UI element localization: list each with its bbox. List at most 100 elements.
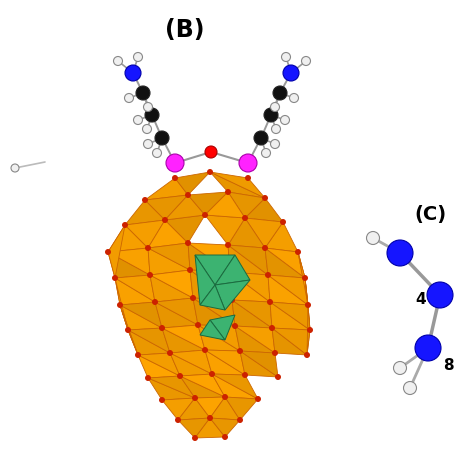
Polygon shape: [268, 275, 308, 305]
Polygon shape: [180, 374, 225, 397]
Circle shape: [415, 335, 441, 361]
Circle shape: [272, 350, 278, 356]
Text: 4: 4: [415, 292, 426, 308]
Circle shape: [403, 382, 417, 394]
Polygon shape: [307, 305, 310, 355]
Circle shape: [271, 102, 280, 111]
Polygon shape: [170, 353, 212, 376]
Circle shape: [162, 217, 168, 223]
Polygon shape: [188, 243, 230, 272]
Circle shape: [105, 249, 111, 255]
Polygon shape: [195, 255, 235, 285]
Polygon shape: [272, 328, 310, 355]
Polygon shape: [228, 218, 265, 248]
Polygon shape: [193, 298, 235, 326]
Circle shape: [144, 102, 153, 111]
Polygon shape: [230, 272, 270, 302]
Circle shape: [125, 65, 141, 81]
Polygon shape: [125, 220, 165, 248]
Circle shape: [262, 195, 268, 201]
Polygon shape: [180, 376, 225, 398]
Circle shape: [185, 192, 191, 198]
Circle shape: [117, 302, 123, 308]
Circle shape: [225, 242, 231, 248]
Circle shape: [177, 373, 183, 379]
Polygon shape: [298, 252, 308, 305]
Polygon shape: [205, 350, 245, 375]
Polygon shape: [270, 302, 310, 330]
Polygon shape: [175, 172, 210, 195]
Polygon shape: [150, 270, 193, 298]
Polygon shape: [165, 215, 205, 243]
Polygon shape: [190, 270, 232, 300]
Polygon shape: [162, 328, 205, 353]
Circle shape: [166, 154, 184, 172]
Polygon shape: [265, 248, 305, 278]
Circle shape: [112, 275, 118, 281]
Circle shape: [264, 108, 278, 122]
Polygon shape: [195, 255, 215, 305]
Circle shape: [295, 249, 301, 255]
Polygon shape: [232, 300, 272, 328]
Polygon shape: [235, 326, 275, 353]
Polygon shape: [198, 325, 240, 351]
Polygon shape: [120, 302, 162, 328]
Circle shape: [159, 397, 165, 403]
Polygon shape: [170, 350, 212, 374]
Circle shape: [185, 240, 191, 246]
Circle shape: [207, 169, 213, 175]
Circle shape: [255, 396, 261, 402]
Circle shape: [273, 86, 287, 100]
Polygon shape: [228, 245, 268, 275]
Circle shape: [222, 434, 228, 440]
Circle shape: [113, 56, 122, 65]
Polygon shape: [128, 328, 170, 353]
Polygon shape: [178, 418, 210, 438]
Circle shape: [305, 302, 311, 308]
Polygon shape: [210, 397, 240, 420]
Polygon shape: [108, 252, 150, 278]
Polygon shape: [193, 298, 235, 326]
Circle shape: [225, 189, 231, 195]
Polygon shape: [232, 300, 272, 328]
Circle shape: [202, 212, 208, 218]
Polygon shape: [148, 248, 190, 275]
Circle shape: [290, 93, 299, 102]
Circle shape: [207, 415, 213, 421]
Polygon shape: [162, 398, 195, 420]
Circle shape: [307, 327, 313, 333]
Polygon shape: [205, 192, 245, 218]
Polygon shape: [138, 353, 180, 376]
Circle shape: [283, 65, 299, 81]
Circle shape: [245, 175, 251, 181]
Polygon shape: [240, 351, 278, 377]
Polygon shape: [228, 245, 268, 275]
Polygon shape: [188, 192, 228, 215]
Circle shape: [11, 164, 19, 172]
Circle shape: [262, 245, 268, 251]
Circle shape: [242, 372, 248, 378]
Circle shape: [145, 108, 159, 122]
Polygon shape: [265, 248, 305, 278]
Polygon shape: [150, 275, 193, 302]
Circle shape: [302, 275, 308, 281]
Circle shape: [134, 53, 143, 62]
Circle shape: [145, 245, 151, 251]
Polygon shape: [305, 278, 310, 330]
Circle shape: [282, 53, 291, 62]
Circle shape: [265, 272, 271, 278]
Polygon shape: [205, 215, 245, 245]
Polygon shape: [195, 397, 225, 418]
Polygon shape: [125, 200, 165, 225]
Circle shape: [237, 417, 243, 423]
Circle shape: [190, 295, 196, 301]
Circle shape: [144, 139, 153, 148]
Text: (C): (C): [414, 205, 446, 224]
Circle shape: [195, 322, 201, 328]
Polygon shape: [148, 376, 195, 398]
Circle shape: [125, 93, 134, 102]
Polygon shape: [108, 248, 150, 275]
Circle shape: [147, 272, 153, 278]
Circle shape: [125, 327, 131, 333]
Polygon shape: [210, 418, 240, 437]
